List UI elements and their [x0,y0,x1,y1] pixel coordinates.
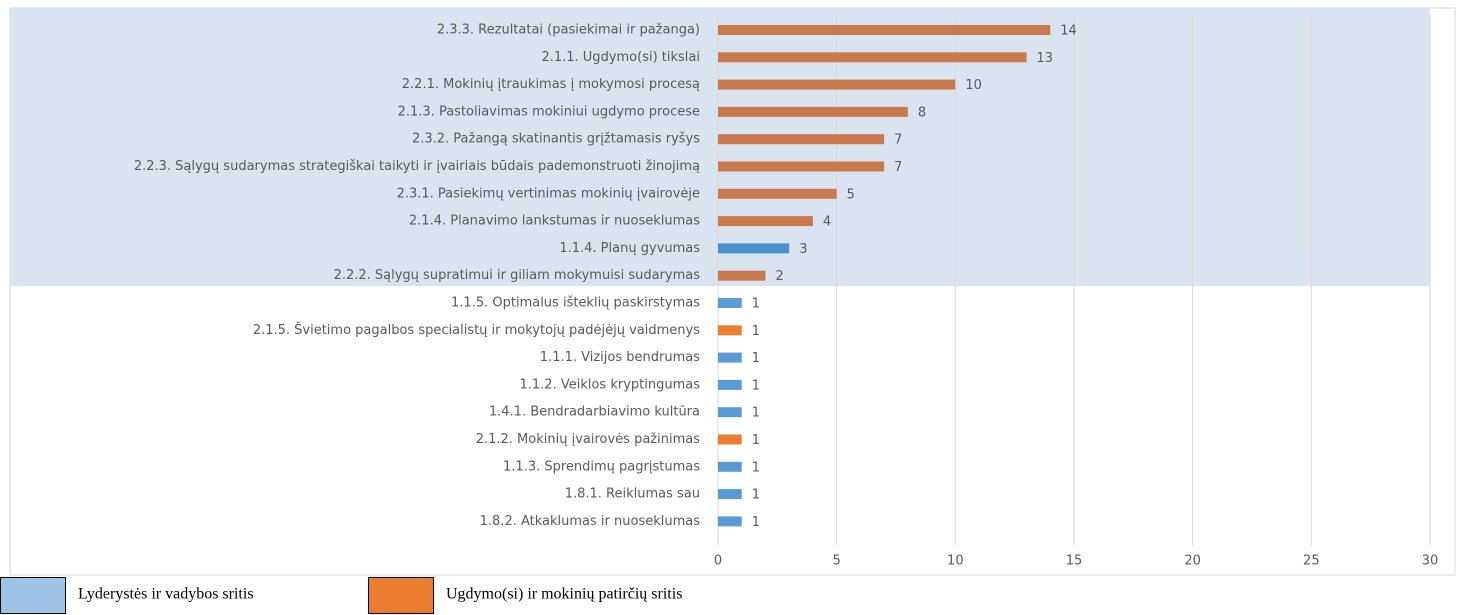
value-label: 1 [752,324,760,339]
value-label: 1 [752,297,760,312]
y-tick-label: 2.2.1. Mokinių įtraukimas į mokymosi pro… [402,77,700,92]
bar [718,298,742,308]
bar [718,407,742,418]
y-tick-label: 1.1.2. Veiklos kryptingumas [520,377,701,392]
legend-swatch [368,577,434,614]
bar [718,434,742,445]
x-tick-label: 25 [1303,554,1320,569]
bar [718,379,742,390]
x-tick-label: 0 [714,554,722,569]
x-tick-label: 20 [1184,554,1201,569]
y-tick-label: 1.1.4. Planų gyvumas [559,241,700,256]
value-label: 8 [918,105,926,120]
bar [718,52,1027,63]
legend-label: Ugdymo(si) ir mokinių patirčių sritis [446,586,682,603]
bar [718,516,742,527]
x-tick-label: 5 [833,554,841,569]
y-tick-label: 2.1.3. Pastoliavimas mokiniui ugdymo pro… [398,104,700,119]
bar [718,25,1051,35]
bar [718,325,742,336]
bar [718,79,956,90]
value-label: 1 [752,460,760,475]
bar [718,270,766,281]
bar [718,161,885,172]
value-label: 3 [799,242,807,257]
bar [718,188,837,199]
value-label: 13 [1037,51,1054,66]
y-tick-label: 1.1.3. Sprendimų pagrįstumas [503,459,700,474]
value-label: 1 [752,488,760,503]
y-tick-label: 2.2.2. Sąlygų supratimui ir giliam mokym… [334,268,701,283]
y-tick-label: 2.1.2. Mokinių įvairovės pažinimas [476,432,701,447]
bar [718,134,885,145]
y-tick-label: 2.3.2. Pažangą skatinantis grįžtamasis r… [412,132,700,147]
value-label: 7 [894,160,902,175]
bar [718,352,742,363]
y-tick-label: 2.3.3. Rezultatai (pasiekimai ir pažanga… [437,23,700,38]
bar [718,461,742,472]
value-label: 5 [847,187,855,202]
y-tick-label: 1.8.2. Atkaklumas ir nuoseklumas [480,514,701,529]
y-tick-label: 1.4.1. Bendradarbiavimo kultūra [489,405,700,420]
x-tick-label: 15 [1066,554,1083,569]
value-label: 1 [752,378,760,393]
value-label: 1 [752,433,760,448]
legend-label: Lyderystės ir vadybos sritis [78,586,254,603]
bar [718,216,813,227]
y-tick-label: 2.3.1. Pasiekimų vertinimas mokinių įvai… [397,186,700,201]
value-label: 4 [823,215,831,230]
bar [718,106,908,117]
value-label: 1 [752,515,760,530]
value-label: 1 [752,406,760,421]
y-tick-label: 1.1.5. Optimalus išteklių paskirstymas [451,296,700,311]
y-tick-label: 2.2.3. Sąlygų sudarymas strategiškai tai… [134,159,700,174]
legend-swatch [0,577,66,614]
value-label: 7 [894,133,902,148]
value-label: 1 [752,351,760,366]
y-tick-label: 2.1.5. Švietimo pagalbos specialistų ir … [253,322,700,338]
bar [718,243,790,254]
y-tick-label: 1.1.1. Vizijos bendrumas [540,350,700,365]
value-label: 10 [965,78,982,93]
value-label: 2 [775,269,783,284]
bar [718,489,742,500]
x-tick-label: 10 [947,554,964,569]
x-tick-label: 30 [1422,554,1439,569]
y-tick-label: 1.8.1. Reiklumas sau [565,487,700,502]
y-tick-label: 2.1.4. Planavimo lankstumas ir nuoseklum… [409,214,700,229]
value-label: 14 [1060,24,1077,39]
y-tick-label: 2.1.1. Ugdymo(si) tikslai [541,50,700,65]
